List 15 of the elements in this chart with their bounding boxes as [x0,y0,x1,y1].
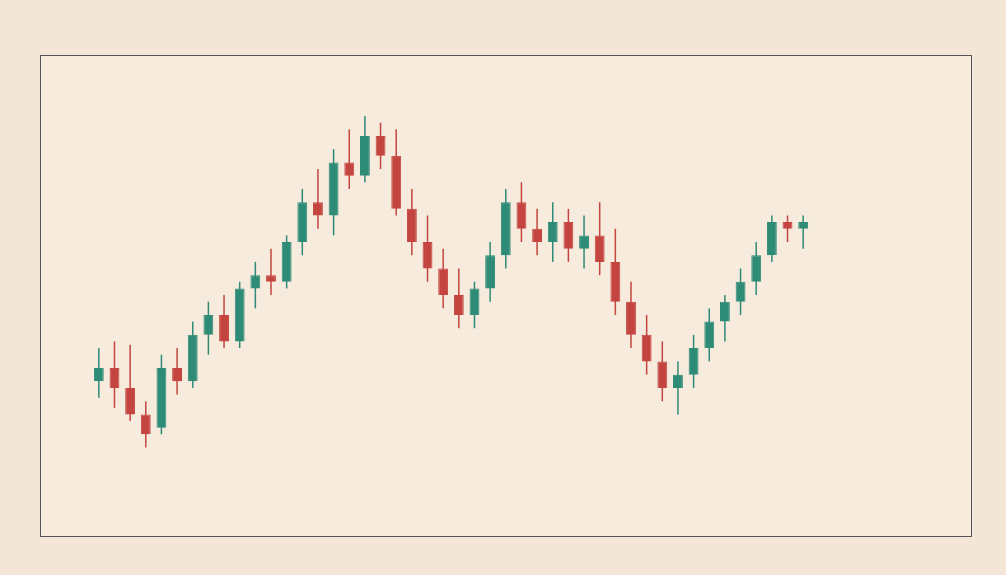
candlestick [250,261,261,310]
candlestick [719,294,730,343]
candlestick [798,214,809,250]
candlestick [203,300,214,356]
candlestick [140,400,151,449]
candlestick [453,267,464,329]
candlestick [532,208,543,257]
candlestick [93,347,104,399]
candlestick [344,128,355,190]
candlestick [266,247,276,296]
candlestick [172,347,183,396]
candlestick [313,168,323,230]
candlestick [579,214,589,270]
candlestick [547,201,558,263]
candlestick [673,360,683,416]
